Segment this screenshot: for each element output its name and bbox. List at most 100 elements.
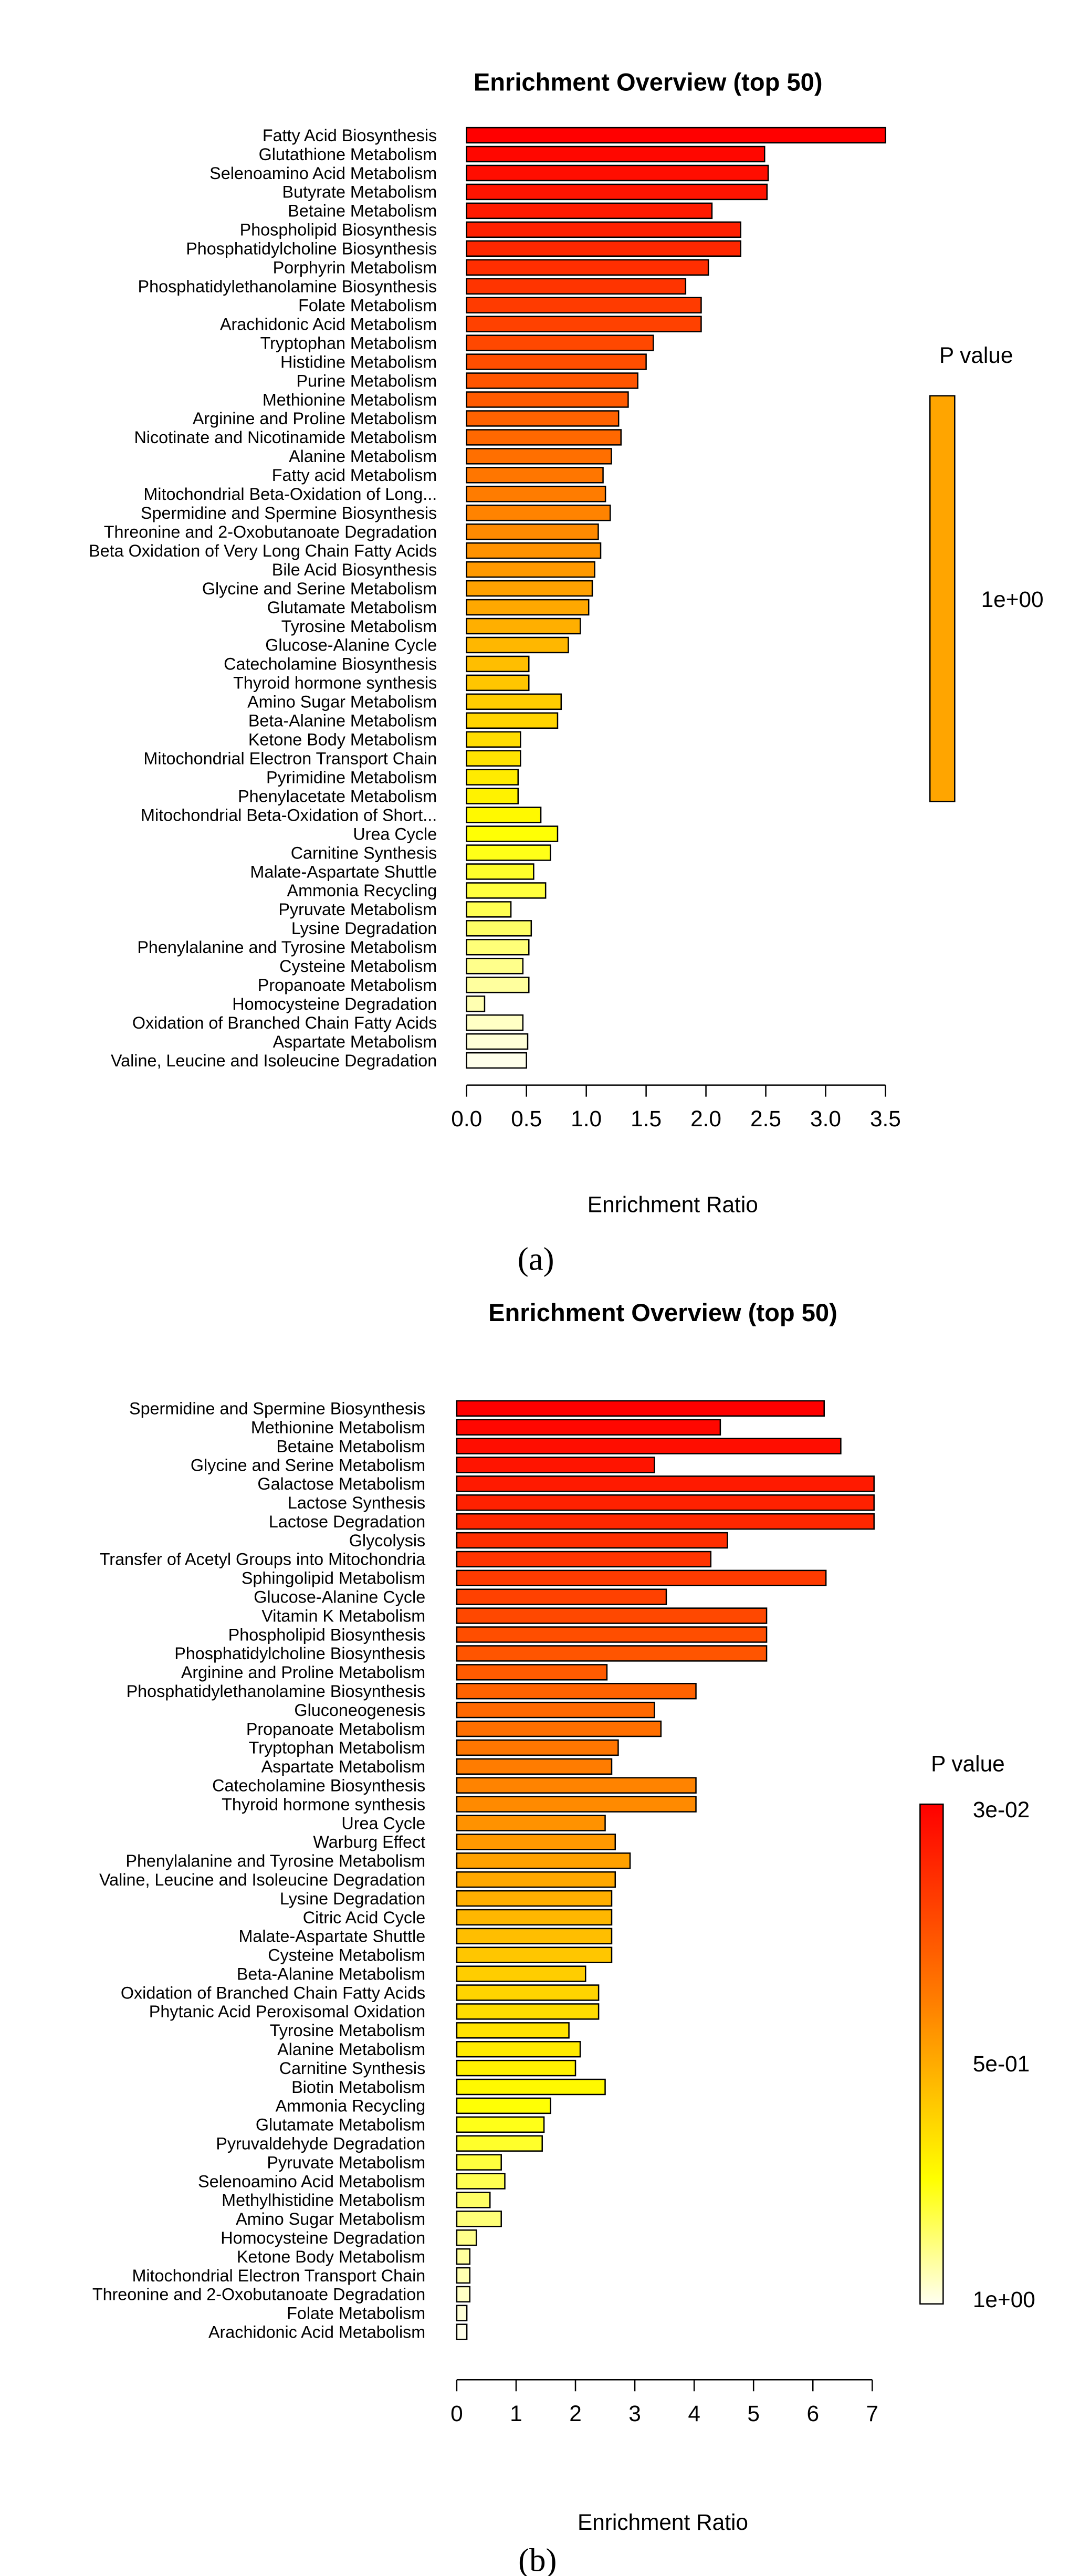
bar (466, 448, 612, 465)
bar (456, 1569, 827, 1587)
category-label: Warburg Effect (313, 1832, 425, 1851)
bar (456, 1852, 631, 1869)
legend-label: 5e-01 (973, 2051, 1030, 2076)
category-label: Biotin Metabolism (291, 2078, 425, 2097)
category-label: Nicotinate and Nicotinamide Metabolism (134, 428, 437, 447)
category-label: Cysteine Metabolism (279, 957, 437, 976)
x-tick-label: 2.5 (750, 1106, 781, 1131)
bar (456, 1645, 768, 1662)
bar (456, 2305, 468, 2321)
category-label: Glycine and Serine Metabolism (191, 1455, 425, 1474)
category-label: Threonine and 2-Oxobutanoate Degradation (104, 522, 437, 541)
bar (456, 2267, 471, 2284)
bar (466, 769, 519, 786)
category-label: Glycolysis (349, 1531, 425, 1550)
bar (456, 1984, 600, 2001)
category-label: Tryptophan Metabolism (249, 1739, 426, 1757)
bar (466, 731, 521, 748)
category-label: Oxidation of Branched Chain Fatty Acids (132, 1013, 437, 1032)
category-label: Lactose Synthesis (288, 1493, 425, 1512)
category-label: Spermidine and Spermine Biosynthesis (141, 504, 437, 522)
bar (466, 939, 530, 956)
category-label: Lactose Degradation (269, 1512, 425, 1531)
category-label: Selenoamino Acid Metabolism (209, 164, 437, 183)
x-tick-label: 3.0 (810, 1106, 841, 1131)
category-label: Valine, Leucine and Isoleucine Degradati… (99, 1870, 425, 1889)
bar (456, 1758, 613, 1775)
bar (466, 977, 530, 993)
bar (466, 901, 512, 918)
bar (466, 410, 620, 427)
category-label: Malate-Aspartate Shuttle (250, 862, 437, 881)
category-label: Phospholipid Biosynthesis (228, 1625, 426, 1644)
category-label: Tyrosine Metabolism (270, 2021, 425, 2040)
legend-title: P value (931, 1751, 1005, 1776)
bar (466, 183, 768, 201)
bar (466, 958, 524, 975)
category-label: Glucose-Alanine Cycle (265, 636, 437, 655)
category-label: Glutamate Metabolism (267, 598, 437, 617)
category-label: Citric Acid Cycle (303, 1908, 426, 1927)
category-label: Phosphatidylcholine Biosynthesis (186, 239, 437, 258)
bar (456, 1551, 712, 1568)
bar (456, 1588, 667, 1605)
x-tick-label: 3.5 (870, 1106, 901, 1131)
bar (456, 1946, 613, 1963)
category-label: Malate-Aspartate Shuttle (238, 1927, 425, 1946)
category-label: Aspartate Metabolism (273, 1032, 437, 1051)
bar (466, 334, 654, 351)
bar (456, 2078, 606, 2096)
category-label: Propanoate Metabolism (258, 976, 437, 994)
category-label: Alanine Metabolism (277, 2040, 425, 2059)
bar (466, 316, 702, 332)
legend-label: 1e+00 (973, 2287, 1035, 2312)
category-label: Phospholipid Biosynthesis (240, 221, 437, 239)
bar (466, 995, 486, 1012)
legend-label: 1e+00 (981, 587, 1044, 612)
category-label: Betaine Metabolism (288, 202, 437, 221)
chart-title: Enrichment Overview (top 50) (488, 1299, 837, 1326)
bar (456, 1739, 619, 1756)
category-label: Ammonia Recycling (287, 881, 437, 900)
bar (466, 127, 886, 144)
category-label: Lysine Degradation (280, 1889, 425, 1908)
category-label: Threonine and 2-Oxobutanoate Degradation (92, 2285, 425, 2304)
category-label: Catecholamine Biosynthesis (224, 655, 437, 674)
bar (456, 1475, 875, 1492)
category-label: Vitamin K Metabolism (261, 1606, 425, 1625)
category-label: Aspartate Metabolism (261, 1757, 426, 1776)
bar (466, 599, 590, 616)
bar (466, 844, 551, 861)
legend-colorbar (929, 395, 956, 802)
category-label: Pyruvate Metabolism (278, 900, 437, 919)
bar (466, 693, 562, 710)
category-label: Ammonia Recycling (276, 2097, 426, 2116)
bar (466, 429, 622, 446)
bar (456, 2116, 545, 2133)
bar (456, 1607, 768, 1624)
bar (466, 807, 542, 823)
bar (456, 1438, 842, 1454)
category-label: Arginine and Proline Metabolism (181, 1663, 425, 1682)
bar (456, 1777, 697, 1794)
category-label: Thyroid hormone synthesis (233, 674, 437, 693)
bar (456, 2097, 551, 2114)
category-label: Glycine and Serine Metabolism (202, 579, 437, 598)
bar (466, 202, 713, 219)
bar (466, 1052, 527, 1069)
bar (466, 164, 769, 182)
category-label: Methylhistidine Metabolism (222, 2191, 425, 2210)
category-label: Bile Acid Biosynthesis (272, 560, 437, 579)
chart-panel-b: Enrichment Overview (top 50) Spermidine a… (92, 1299, 1035, 2576)
bar (466, 1014, 524, 1031)
category-label: Purine Metabolism (297, 371, 437, 390)
category-label: Homocysteine Degradation (221, 2228, 425, 2247)
bar (456, 1965, 586, 1982)
bar (466, 788, 519, 804)
category-label: Galactose Metabolism (257, 1474, 425, 1493)
bar (466, 297, 702, 313)
bar (456, 2229, 477, 2246)
bar (456, 1400, 825, 1417)
category-label: Urea Cycle (353, 824, 437, 843)
